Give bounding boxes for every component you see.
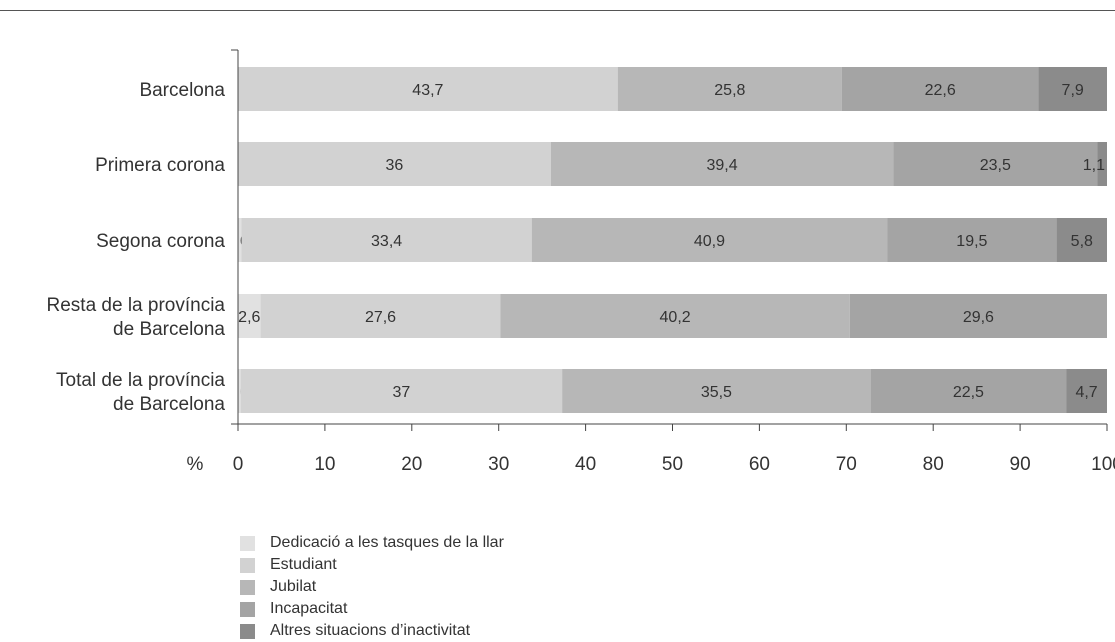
data-label: 43,7 bbox=[412, 82, 443, 99]
x-tick-label: 0 bbox=[233, 454, 244, 475]
bar-segment bbox=[870, 369, 1067, 413]
legend-label: Estudiant bbox=[270, 556, 337, 573]
category-label: Primera corona bbox=[95, 155, 225, 176]
data-label: 29,6 bbox=[963, 309, 994, 326]
data-label: 25,8 bbox=[714, 82, 745, 99]
data-label: 40,2 bbox=[660, 309, 691, 326]
bar-segment bbox=[893, 142, 1098, 186]
bar-segment bbox=[238, 369, 241, 413]
legend-label: Altres situacions d’inactivitat bbox=[270, 622, 471, 639]
data-label: 2,6 bbox=[238, 309, 260, 326]
legend-swatch bbox=[240, 535, 255, 551]
category-label-line: Resta de la província bbox=[47, 295, 226, 316]
x-tick-label: 90 bbox=[1010, 454, 1031, 475]
legend-item: Altres situacions d’inactivitat bbox=[240, 620, 504, 642]
legend-label: Jubilat bbox=[270, 578, 317, 595]
bar-segment bbox=[550, 142, 894, 186]
x-tick-label: 70 bbox=[836, 454, 857, 475]
bar-segment bbox=[841, 67, 1039, 111]
category-label: Segona corona bbox=[96, 231, 225, 252]
bar-segment bbox=[240, 369, 563, 413]
data-label: 4,7 bbox=[1075, 384, 1097, 401]
legend-label: Incapacitat bbox=[270, 600, 348, 617]
category-label: Barcelona bbox=[139, 80, 225, 101]
x-tick-label: 40 bbox=[575, 454, 596, 475]
x-tick-label: 30 bbox=[488, 454, 509, 475]
bar-segment bbox=[1038, 67, 1107, 111]
bar-segment bbox=[238, 67, 618, 111]
category-label-line: Total de la província bbox=[56, 370, 225, 391]
bar-segment bbox=[562, 369, 871, 413]
legend-item: Jubilat bbox=[240, 576, 504, 598]
data-label: 40,9 bbox=[694, 233, 725, 250]
data-label: 1,1 bbox=[1083, 157, 1105, 174]
top-rule bbox=[0, 10, 1115, 11]
legend-item: Dedicació a les tasques de la llar bbox=[240, 532, 504, 554]
bar-segment bbox=[238, 294, 261, 338]
data-label: 37 bbox=[392, 384, 410, 401]
category-label: Resta de la província de Barcelona bbox=[47, 295, 226, 340]
data-label: 23,5 bbox=[980, 157, 1011, 174]
bar-segment bbox=[1066, 369, 1107, 413]
data-label: 5,8 bbox=[1071, 233, 1093, 250]
legend-swatch bbox=[240, 557, 255, 573]
x-tick-label: 20 bbox=[401, 454, 422, 475]
category-label-line: de Barcelona bbox=[113, 394, 225, 415]
data-label: 7,9 bbox=[1062, 82, 1084, 99]
legend: Dedicació a les tasques de la llar Estudi… bbox=[240, 532, 504, 642]
x-tick-label: 80 bbox=[923, 454, 944, 475]
x-tick-label: 60 bbox=[749, 454, 770, 475]
category-label: Total de la província de Barcelona bbox=[56, 370, 225, 415]
bar-segment bbox=[260, 294, 501, 338]
legend-item: Incapacitat bbox=[240, 598, 504, 620]
bar-segment bbox=[238, 142, 551, 186]
category-label-line: Segona corona bbox=[96, 231, 225, 252]
data-label: 27,6 bbox=[365, 309, 396, 326]
data-label: 22,6 bbox=[925, 82, 956, 99]
category-label-line: Barcelona bbox=[139, 80, 225, 101]
legend-swatch bbox=[240, 623, 255, 639]
legend-item: Estudiant bbox=[240, 554, 504, 576]
x-tick-label: 50 bbox=[662, 454, 683, 475]
bar-segment bbox=[238, 218, 242, 262]
bar-segment bbox=[241, 218, 532, 262]
category-label-line: de Barcelona bbox=[113, 319, 225, 340]
legend-swatch bbox=[240, 601, 255, 617]
bar-segment bbox=[887, 218, 1057, 262]
data-label: 35,5 bbox=[701, 384, 732, 401]
category-label-line: Primera corona bbox=[95, 155, 225, 176]
data-label: 19,5 bbox=[956, 233, 987, 250]
bar-segment bbox=[1097, 142, 1107, 186]
x-tick-label: 100 bbox=[1091, 454, 1115, 475]
bar-segment bbox=[849, 294, 1107, 338]
data-label: 36 bbox=[386, 157, 404, 174]
x-axis-label: % bbox=[187, 454, 204, 475]
bar-segment bbox=[617, 67, 842, 111]
bar-segment bbox=[531, 218, 888, 262]
data-label: 39,4 bbox=[706, 157, 737, 174]
data-label: 33,4 bbox=[371, 233, 402, 250]
data-label: 22,5 bbox=[953, 384, 984, 401]
legend-swatch bbox=[240, 579, 255, 595]
stacked-bar-chart: 43,7 25,8 22,6 7,9 Barcelona 36 39,4 23,5 1,1 Pri… bbox=[47, 49, 1115, 475]
bar-segment bbox=[500, 294, 850, 338]
legend-label: Dedicació a les tasques de la llar bbox=[270, 534, 504, 551]
x-tick-label: 10 bbox=[314, 454, 335, 475]
bar-segment bbox=[1056, 218, 1107, 262]
